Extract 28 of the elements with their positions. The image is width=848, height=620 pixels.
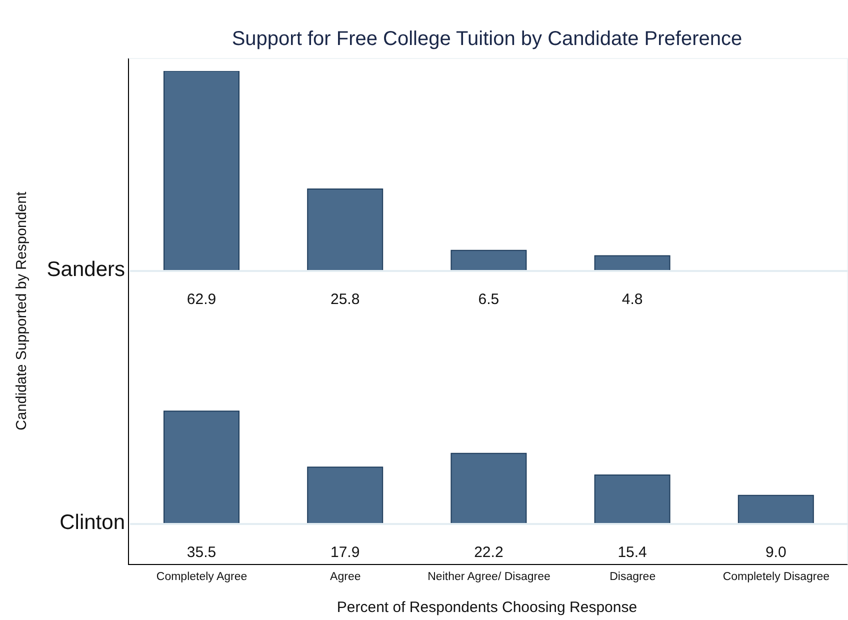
bar [164,410,240,524]
bar [450,250,527,271]
bar [594,474,670,524]
bar [307,188,384,271]
text: Candidate Supported by Respondent [14,192,30,430]
x-tick-label: Completely Disagree [722,571,830,583]
data-label: 6.5 [478,291,500,308]
x-tick-label: Neither Agree/ Disagree [428,571,550,583]
bar [164,71,240,271]
data-label: 9.0 [765,544,786,561]
series-label: Sanders [46,258,125,282]
bar [307,466,384,524]
data-label: 35.5 [186,544,216,561]
data-label: 22.2 [474,544,504,561]
x-tick-label: Agree [330,571,361,583]
data-label: 25.8 [330,291,360,308]
x-tick-label: Disagree [610,571,656,583]
data-label: 62.9 [186,291,216,308]
x-axis-title: Percent of Respondents Choosing Response [336,599,638,616]
bar [738,494,814,524]
bar [594,255,670,271]
series-label: Clinton [60,511,125,535]
bar [450,452,527,524]
data-label: 4.8 [622,291,643,308]
data-label: 17.9 [330,544,360,561]
x-tick-label: Completely Agree [156,571,248,583]
chart-title: Support for Free College Tuition by Candidate Preference [230,28,744,51]
data-label: 15.4 [618,544,647,561]
